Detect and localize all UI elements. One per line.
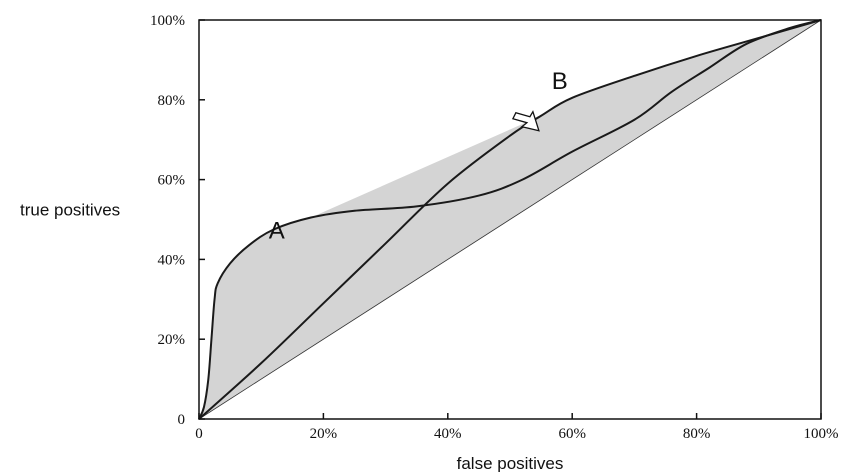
- x-tick-label: 60%: [558, 426, 586, 442]
- x-tick-label: 100%: [804, 426, 839, 442]
- curve-a: [198, 19, 822, 420]
- x-axis-label: false positives: [457, 454, 564, 472]
- y-axis-label: true positives: [20, 201, 120, 220]
- hull-arrow-icon: [511, 110, 540, 132]
- y-tick-label: 20%: [158, 332, 186, 348]
- y-tick-label: 0: [178, 412, 186, 428]
- x-tick-label: 20%: [310, 426, 338, 442]
- x-tick-label: 40%: [434, 426, 462, 442]
- curve-b-label: B: [552, 68, 568, 95]
- x-ticks: 0 20% 40% 60% 80% 100%: [195, 413, 839, 442]
- curve-a-label: A: [269, 217, 285, 244]
- diagonal-line: [198, 19, 822, 420]
- plot-frame: [198, 19, 822, 420]
- y-tick-label: 60%: [158, 173, 186, 189]
- x-tick-label: 0: [195, 426, 203, 442]
- y-ticks: 0 20% 40% 60% 80% 100%: [150, 13, 205, 428]
- y-tick-label: 100%: [150, 13, 185, 29]
- curve-b: [198, 19, 822, 420]
- y-tick-label: 40%: [158, 252, 186, 268]
- y-tick-label: 80%: [158, 93, 186, 109]
- x-tick-label: 80%: [683, 426, 711, 442]
